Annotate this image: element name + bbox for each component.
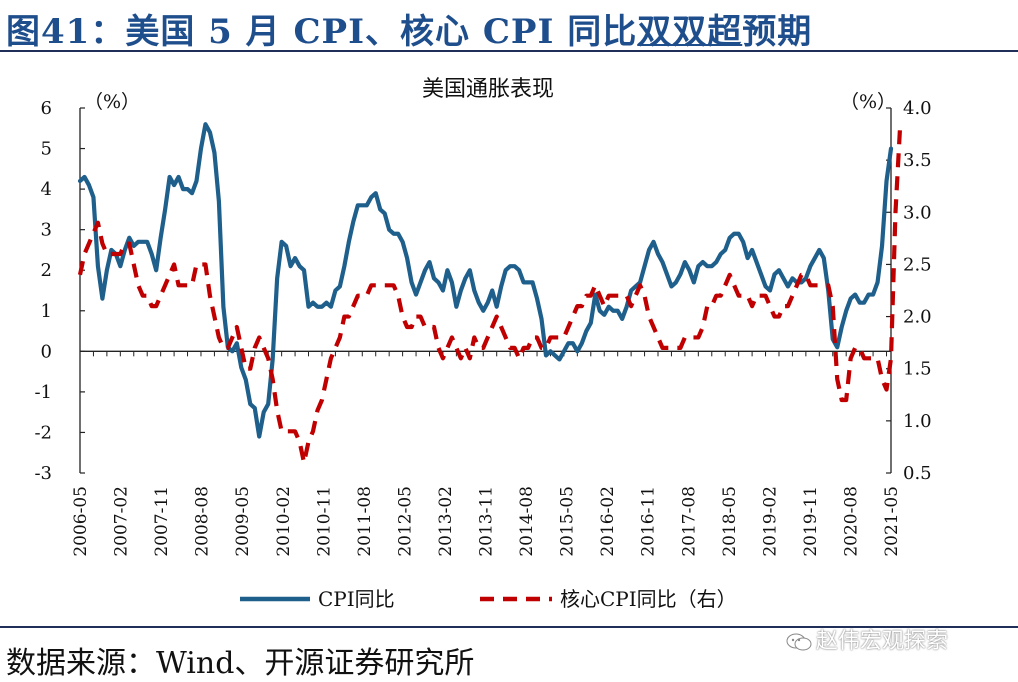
x-tick-label: 2011-08 [355,486,375,557]
inflation-chart: 美国通胀表现 （%） （%） 6 5 4 3 2 1 0 -1 -2 -3 4.0 3.5 3.0 2.5… [34,77,931,611]
right-tick-label: 0.5 [903,463,932,484]
x-tick-label: 2016-02 [598,486,618,557]
x-tick-label: 2010-02 [274,486,294,557]
figure-title-main: 美国 5 月 CPI、核心 CPI 同比 [125,12,638,52]
x-tick-label: 2019-02 [760,486,780,557]
right-tick-label: 1.5 [903,359,932,380]
chart-legend: CPI同比 核心CPI同比（右） [240,587,737,611]
x-tick-label: 2015-05 [558,486,578,557]
figure-title-prefix: 图41： [6,12,126,52]
left-tick-label: 5 [41,139,52,160]
x-tick-label: 2016-11 [639,486,659,557]
left-tick-label: -3 [34,463,52,484]
left-tick-label: -1 [34,382,52,403]
x-tick-label: 2021-05 [882,486,902,557]
x-tick-label: 2013-02 [436,486,456,557]
left-tick-label: -2 [34,422,52,443]
right-axis-unit: （%） [840,91,896,113]
left-tick-label: 0 [41,341,52,362]
x-tick-label: 2009-05 [233,486,253,557]
series-line-core-cpi [77,128,903,465]
series-line-cpi [77,122,894,439]
right-tick-label: 3.5 [903,150,932,171]
left-tick-label: 6 [41,98,52,119]
left-tick-label: 1 [41,301,52,322]
x-tick-label: 2019-11 [801,486,821,557]
wechat-icon [786,633,812,651]
x-tick-label: 2007-11 [152,486,172,557]
chart-title: 美国通胀表现 [422,77,554,102]
figure-title-suffix: 预期 [742,12,813,52]
x-tick-label: 2020-08 [841,486,861,557]
watermark-text: 赵伟宏观探索 [816,629,949,654]
bottom-rule [0,626,1018,628]
figure-title-underlined: 双双超 [637,12,743,52]
left-tick-label: 4 [41,179,52,200]
right-tick-label: 3.0 [903,202,932,223]
right-tick-label: 2.5 [903,254,932,275]
right-tick-label: 2.0 [903,307,932,328]
left-tick-label: 3 [41,220,52,241]
x-tick-label: 2012-05 [395,486,415,557]
x-tick-label: 2013-11 [477,486,497,557]
data-source: 数据来源：Wind、开源证券研究所 [6,646,475,681]
x-tick-label: 2014-08 [517,486,537,557]
legend-label-core: 核心CPI同比（右） [560,587,737,611]
x-tick-label: 2018-05 [720,486,740,557]
x-tick-label: 2006-05 [71,486,91,557]
legend-label-cpi: CPI同比 [318,587,395,611]
x-tick-label: 2007-02 [112,486,132,557]
right-tick-label: 1.0 [903,411,932,432]
series-layer [77,122,903,465]
watermark: 赵伟宏观探索 [786,623,948,655]
x-tick-label: 2010-11 [314,486,334,557]
top-rule [0,50,1018,52]
left-tick-label: 2 [41,260,52,281]
right-tick-label: 4.0 [903,98,932,119]
x-tick-label: 2017-08 [679,486,699,557]
left-axis-unit: （%） [84,91,140,113]
figure-title: 图41：美国 5 月 CPI、核心 CPI 同比双双超预期 [6,4,812,53]
x-tick-label: 2008-08 [193,486,213,557]
chart-axes: 6 5 4 3 2 1 0 -1 -2 -3 4.0 3.5 3.0 2.5 2.0 1.5 1.0 0.5 200… [34,98,931,557]
